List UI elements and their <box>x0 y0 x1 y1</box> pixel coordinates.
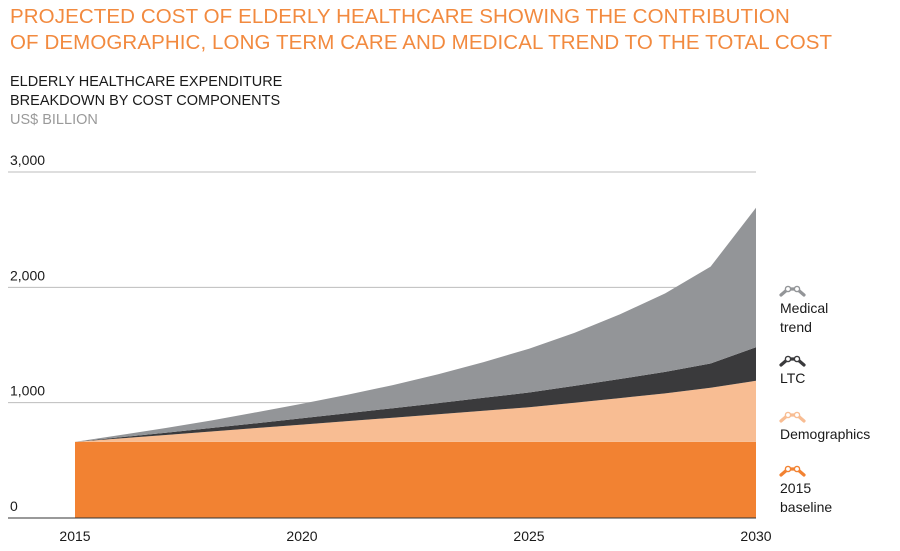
legend-marker-ltc-icon <box>784 355 792 363</box>
legend-label-ltc: LTC <box>780 370 805 386</box>
legend-marker-demographics-icon <box>793 411 801 419</box>
legend-swatch-demographics-icon <box>779 413 806 423</box>
legend-label-medical-trend: Medical <box>780 300 828 316</box>
x-tick-label: 2030 <box>740 528 771 544</box>
legend-label-2015-baseline: 2015 <box>780 480 811 496</box>
legend-marker-medical-trend-icon <box>793 285 801 293</box>
area-2015-baseline <box>75 441 756 518</box>
legend-swatch-ltc-icon <box>779 357 806 367</box>
legend-label-medical-trend: trend <box>780 319 812 335</box>
legend-marker-demographics-icon <box>784 411 792 419</box>
x-tick-label: 2015 <box>59 528 90 544</box>
y-tick-label: 0 <box>10 498 18 514</box>
area-ltc <box>75 347 756 442</box>
chart-title-line-2: OF DEMOGRAPHIC, LONG TERM CARE AND MEDIC… <box>10 31 833 54</box>
x-tick-label: 2025 <box>513 528 544 544</box>
chart-subtitle: ELDERLY HEALTHCARE EXPENDITURE BREAKDOWN… <box>10 73 282 130</box>
y-tick-label: 1,000 <box>10 383 45 399</box>
chart-subtitle-line-2: BREAKDOWN BY COST COMPONENTS <box>10 93 281 109</box>
chart-title: PROJECTED COST OF ELDERLY HEALTHCARE SHO… <box>10 4 890 56</box>
legend-marker-ltc-icon <box>793 355 801 363</box>
chart-title-line-1: PROJECTED COST OF ELDERLY HEALTHCARE SHO… <box>10 5 790 28</box>
x-tick-label: 2020 <box>286 528 317 544</box>
legend-label-2015-baseline: baseline <box>780 499 832 515</box>
legend-marker-2015-baseline-icon <box>784 465 792 473</box>
y-tick-label: 3,000 <box>10 152 45 168</box>
legend-marker-medical-trend-icon <box>784 285 792 293</box>
legend-marker-2015-baseline-icon <box>793 465 801 473</box>
legend-swatch-2015-baseline-icon <box>779 467 806 477</box>
y-tick-label: 2,000 <box>10 267 45 283</box>
area-medical-trend <box>75 207 756 442</box>
chart-subtitle-line-1: ELDERLY HEALTHCARE EXPENDITURE <box>10 74 283 90</box>
legend-swatch-medical-trend-icon <box>779 287 806 297</box>
legend-label-demographics: Demographics <box>780 426 870 442</box>
area-demographics <box>75 380 756 442</box>
unit-label: US$ BILLION <box>10 112 98 128</box>
